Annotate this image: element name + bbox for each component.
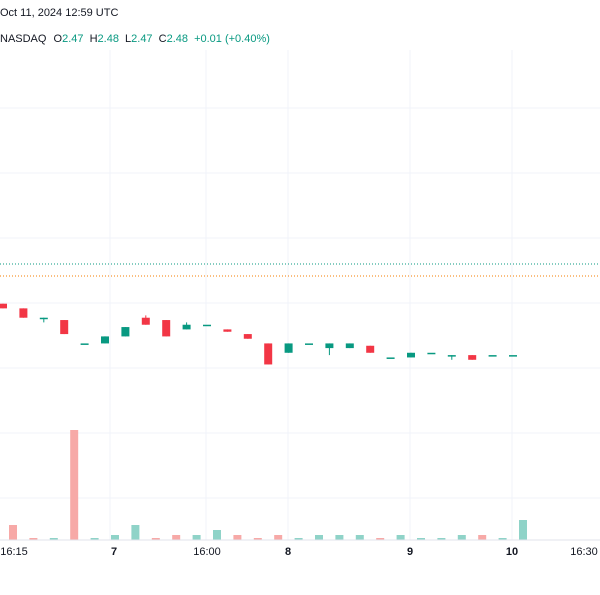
volume-bar [70, 430, 79, 540]
volume-bar [274, 535, 283, 540]
candle-body [101, 336, 109, 344]
candle-body [80, 343, 89, 345]
volume-bar [172, 535, 181, 540]
candle-body [407, 352, 415, 358]
volume-bar [417, 538, 425, 540]
volume-bar [213, 530, 221, 540]
volume-bar [355, 535, 364, 540]
volume-bar [478, 535, 487, 540]
x-tick-label: 16:00 [193, 546, 221, 558]
candle-body [223, 329, 232, 332]
x-tick-label: 16:30 [570, 546, 598, 558]
volume-bar [29, 538, 38, 540]
open-value: 2.47 [62, 33, 84, 45]
low-value: 2.47 [131, 33, 153, 45]
candle-body [162, 320, 171, 337]
candle-body [0, 303, 7, 309]
candle-body [305, 343, 313, 345]
candle-body [243, 334, 252, 339]
candle-body [447, 355, 456, 357]
x-tick-label: 8 [285, 546, 291, 558]
volume-bar [192, 535, 201, 540]
candle-body [19, 308, 28, 318]
high-value: 2.48 [97, 33, 119, 45]
volume-bar [376, 538, 385, 540]
candle-body [488, 355, 497, 357]
candle-body [60, 320, 69, 335]
change-value: +0.01 (+0.40%) [194, 33, 270, 45]
volume-bar [396, 535, 405, 540]
high-label: H [89, 33, 98, 45]
volume-bar [253, 538, 262, 540]
volume-bar [294, 538, 303, 540]
x-tick-label: 16:15 [0, 546, 28, 558]
candle-body [264, 343, 273, 365]
volume-bar [131, 525, 140, 540]
candle-body [325, 343, 334, 349]
candle-body [427, 352, 436, 355]
candle-body [203, 324, 211, 327]
candle-body [121, 327, 130, 337]
candle-body [39, 317, 48, 320]
chart-date-header: Oct 11, 2024 12:59 UTC [0, 7, 119, 19]
candle-body [141, 317, 150, 325]
candle-body [468, 355, 477, 360]
volume-bar [9, 525, 17, 540]
volume-bar [437, 538, 446, 540]
candle-body [345, 343, 354, 349]
candle-body [509, 355, 517, 357]
volume-bar [519, 520, 527, 540]
exchange-label: NASDAQ [0, 33, 47, 45]
x-tick-label: 9 [407, 546, 413, 558]
volume-bar [233, 535, 242, 540]
x-tick-label: 10 [506, 546, 518, 558]
volume-bar [315, 535, 323, 540]
volume-bar [49, 538, 58, 540]
candle-body [366, 345, 375, 353]
x-tick-label: 7 [111, 546, 117, 558]
volume-bar [498, 538, 507, 540]
volume-bar [90, 538, 99, 540]
volume-bar [151, 538, 160, 540]
open-label: O [53, 33, 63, 45]
volume-bar [335, 535, 344, 540]
low-label: L [125, 33, 132, 45]
volume-bar [111, 535, 119, 540]
close-value: 2.48 [166, 33, 188, 45]
ohlc-legend: NASDAQ O2.47 H2.48 L2.47 C2.48 +0.01 (+0… [0, 33, 270, 45]
candle-body [386, 357, 395, 359]
candle-body [284, 343, 293, 353]
close-label: C [158, 33, 167, 45]
candle-body [182, 324, 191, 330]
volume-bar [457, 535, 466, 540]
